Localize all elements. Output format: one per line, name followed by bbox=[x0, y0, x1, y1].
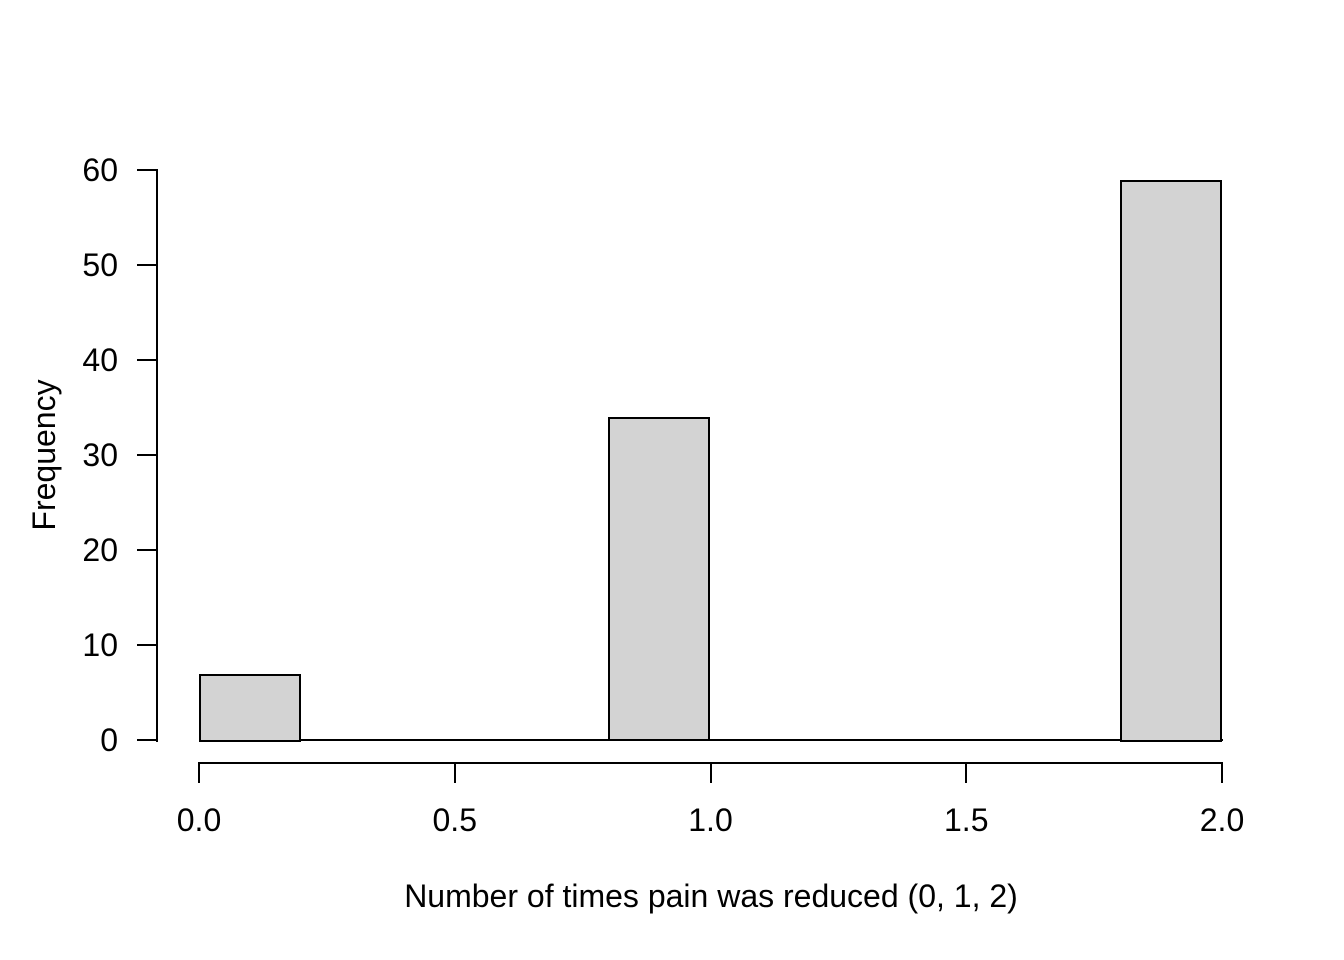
y-tick bbox=[137, 644, 157, 646]
histogram-bar bbox=[1120, 180, 1222, 742]
x-tick-label: 0.5 bbox=[432, 802, 477, 838]
x-tick-label: 1.5 bbox=[944, 802, 989, 838]
y-tick-label: 10 bbox=[82, 627, 118, 663]
y-tick bbox=[137, 359, 157, 361]
x-tick-label: 1.0 bbox=[688, 802, 733, 838]
y-tick-label: 40 bbox=[82, 342, 118, 378]
x-axis-title: Number of times pain was reduced (0, 1, … bbox=[404, 878, 1018, 914]
y-tick-label: 60 bbox=[82, 152, 118, 188]
y-tick-label: 30 bbox=[82, 437, 118, 473]
y-tick-label: 50 bbox=[82, 247, 118, 283]
y-axis-line bbox=[156, 169, 158, 742]
y-tick bbox=[137, 739, 157, 741]
y-tick-label: 20 bbox=[82, 532, 118, 568]
x-tick bbox=[1221, 762, 1223, 783]
y-tick bbox=[137, 264, 157, 266]
x-tick bbox=[453, 762, 456, 783]
x-tick bbox=[198, 762, 200, 783]
y-tick bbox=[137, 454, 157, 456]
x-tick bbox=[965, 762, 968, 783]
histogram-baseline bbox=[199, 739, 1223, 741]
y-tick bbox=[137, 169, 157, 171]
x-tick-label: 2.0 bbox=[1199, 802, 1245, 838]
y-axis-title: Frequency bbox=[26, 379, 62, 531]
histogram-bar bbox=[608, 417, 710, 741]
histogram-bar bbox=[199, 674, 301, 742]
y-tick-label: 0 bbox=[100, 722, 118, 758]
x-tick-label: 0.0 bbox=[176, 802, 222, 838]
x-tick bbox=[709, 762, 712, 783]
y-tick bbox=[137, 549, 157, 551]
